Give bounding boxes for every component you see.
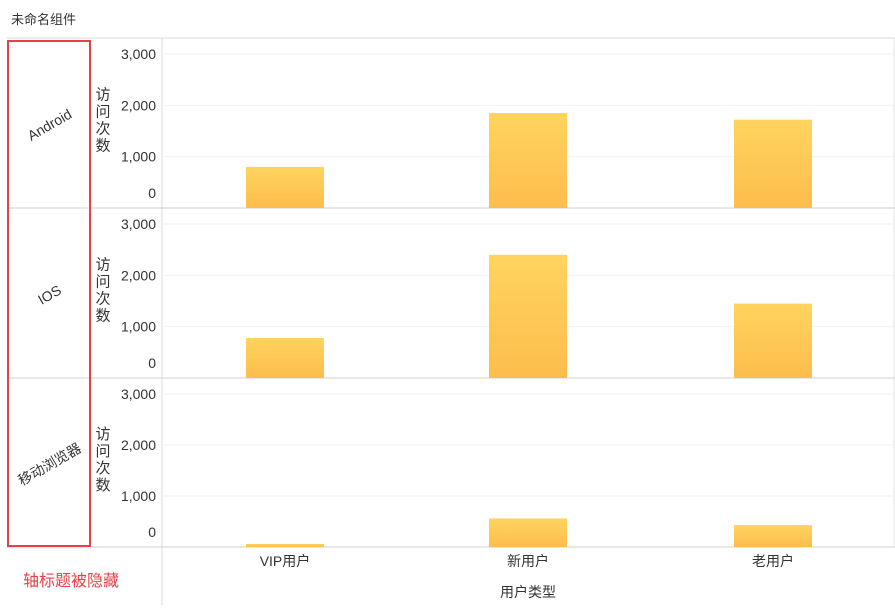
bar[interactable] xyxy=(734,525,812,547)
annotation-note: 轴标题被隐藏 xyxy=(23,572,119,590)
y-tick-label: 0 xyxy=(148,524,156,540)
y-axis-title-char: 数 xyxy=(95,138,110,155)
y-tick-label: 3,000 xyxy=(121,216,156,232)
bar[interactable] xyxy=(246,543,324,547)
y-axis-title-char: 数 xyxy=(95,477,110,494)
y-axis-title-char: 访 xyxy=(95,257,110,274)
y-tick-label: 2,000 xyxy=(121,437,156,453)
y-axis-title-char: 问 xyxy=(95,274,110,291)
y-axis-title-char: 数 xyxy=(95,308,110,325)
bar[interactable] xyxy=(734,303,812,378)
y-axis-title-char: 访 xyxy=(95,87,110,104)
bar[interactable] xyxy=(246,337,324,378)
facet-label: 移动浏览器 xyxy=(15,440,84,489)
y-tick-label: 2,000 xyxy=(121,97,156,113)
x-axis-title: 用户类型 xyxy=(500,584,556,600)
y-axis-title-char: 问 xyxy=(95,104,110,121)
widget-title: 未命名组件 xyxy=(11,12,77,27)
y-tick-label: 1,000 xyxy=(121,319,156,335)
facet-label: Android xyxy=(25,106,75,144)
y-tick-label: 3,000 xyxy=(121,46,156,62)
bar[interactable] xyxy=(489,254,567,378)
x-tick-label: 新用户 xyxy=(507,553,549,569)
y-axis-title-char: 访 xyxy=(95,426,110,443)
y-axis-title-char: 问 xyxy=(95,443,110,460)
bar[interactable] xyxy=(734,119,812,208)
facet-label: IOS xyxy=(35,282,64,308)
chart-marks: 01,0002,0003,000访问次数Android01,0002,0003,… xyxy=(15,46,812,569)
y-axis-title-char: 次 xyxy=(95,460,110,477)
y-axis-title-char: 次 xyxy=(95,291,110,308)
y-tick-label: 3,000 xyxy=(121,386,156,402)
y-tick-label: 0 xyxy=(148,185,156,201)
y-tick-label: 1,000 xyxy=(121,149,156,165)
annotation-highlight-box xyxy=(7,40,91,547)
y-tick-label: 2,000 xyxy=(121,267,156,283)
x-tick-label: 老用户 xyxy=(752,553,794,569)
bar[interactable] xyxy=(246,166,324,208)
y-axis-title-char: 次 xyxy=(95,121,110,138)
y-tick-label: 1,000 xyxy=(121,488,156,504)
x-tick-label: VIP用户 xyxy=(260,553,311,569)
y-tick-label: 0 xyxy=(148,355,156,371)
bar[interactable] xyxy=(489,518,567,547)
bar[interactable] xyxy=(489,113,567,208)
